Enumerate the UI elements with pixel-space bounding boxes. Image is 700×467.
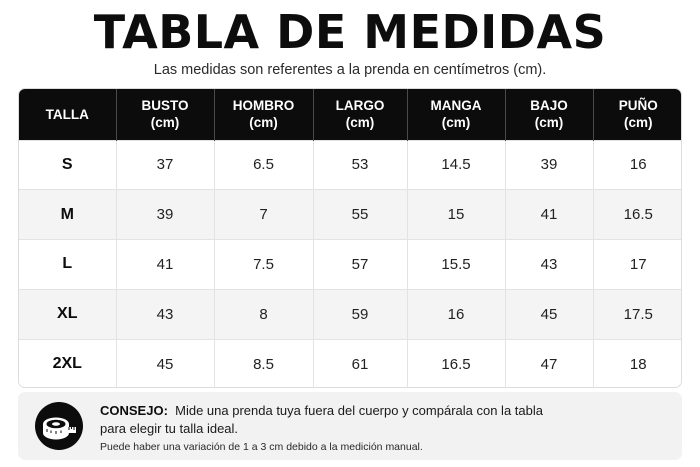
table-cell: 43 [504, 239, 593, 290]
table-cell: 15.5 [406, 239, 505, 290]
size-table: TALLA BUSTO (cm) HOMBRO (cm) LARGO (cm) MAN… [18, 88, 682, 388]
table-cell: 41 [504, 189, 593, 240]
table-cell: 18 [592, 338, 681, 387]
table-cell: 45 [115, 338, 214, 387]
table-cell: 8 [213, 288, 313, 340]
tip-text: CONSEJO: Mide una prenda tuya fuera del … [100, 402, 670, 455]
measuring-tape-icon [35, 402, 83, 450]
column-header-label: BUSTO [141, 98, 189, 114]
table-cell: 43 [115, 288, 214, 340]
column-header-busto: BUSTO (cm) [115, 89, 214, 140]
table-cell: 41 [115, 239, 214, 290]
table-header-row: TALLA BUSTO (cm) HOMBRO (cm) LARGO (cm) MAN… [19, 89, 681, 140]
column-header-label: BAJO [530, 98, 568, 114]
tip-text-line-2: para elegir tu talla ideal. [100, 421, 239, 436]
table-cell: 57 [312, 239, 407, 290]
column-header-label: TALLA [45, 106, 89, 122]
table-cell: 16.5 [406, 338, 505, 387]
table-cell: 17.5 [592, 288, 681, 340]
table-row: M 39 7 55 15 41 16.5 [19, 189, 681, 240]
column-header-talla: TALLA [19, 89, 116, 140]
tip-box: CONSEJO: Mide una prenda tuya fuera del … [18, 392, 682, 460]
table-cell: 39 [504, 139, 593, 190]
column-header-hombro: HOMBRO (cm) [213, 89, 313, 140]
table-cell: 7.5 [213, 239, 313, 290]
table-row: 2XL 45 8.5 61 16.5 47 18 [19, 338, 681, 387]
size-cell: 2XL [19, 338, 116, 387]
page-subtitle: Las medidas son referentes a la prenda e… [153, 62, 547, 78]
table-cell: 53 [312, 139, 407, 190]
column-header-label: LARGO [335, 98, 385, 114]
size-cell: L [19, 239, 116, 290]
column-header-unit: (cm) [534, 115, 564, 131]
tip-text-line-1: Mide una prenda tuya fuera del cuerpo y … [175, 403, 543, 418]
tip-label: CONSEJO: [100, 403, 168, 418]
table-cell: 6.5 [213, 139, 313, 190]
column-header-label: PUÑO [618, 98, 658, 114]
tip-line-1: CONSEJO: Mide una prenda tuya fuera del … [100, 402, 670, 420]
table-row: S 37 6.5 53 14.5 39 16 [19, 139, 681, 190]
page-title: TABLA DE MEDIDAS [93, 5, 607, 59]
column-header-unit: (cm) [249, 115, 278, 131]
column-header-largo: LARGO (cm) [312, 89, 407, 140]
table-cell: 39 [115, 189, 214, 240]
column-header-unit: (cm) [150, 115, 180, 131]
column-header-unit: (cm) [441, 115, 471, 131]
column-header-label: MANGA [430, 98, 482, 114]
column-header-manga: MANGA (cm) [406, 89, 505, 140]
table-cell: 59 [312, 288, 407, 340]
table-cell: 37 [115, 139, 214, 190]
size-cell: M [19, 189, 116, 240]
column-header-puno: PUÑO (cm) [592, 89, 681, 140]
table-cell: 17 [592, 239, 681, 290]
table-row: XL 43 8 59 16 45 17.5 [19, 288, 681, 340]
table-cell: 45 [504, 288, 593, 340]
table-row: L 41 7.5 57 15.5 43 17 [19, 239, 681, 290]
table-cell: 55 [312, 189, 407, 240]
tip-note: Puede haber una variación de 1 a 3 cm de… [100, 441, 423, 453]
table-cell: 15 [406, 189, 505, 240]
table-cell: 16.5 [592, 189, 681, 240]
table-cell: 16 [592, 139, 681, 190]
table-cell: 14.5 [406, 139, 505, 190]
table-cell: 47 [504, 338, 593, 387]
table-cell: 7 [213, 189, 313, 240]
table-cell: 16 [406, 288, 505, 340]
table-cell: 61 [312, 338, 407, 387]
column-header-unit: (cm) [345, 115, 375, 131]
column-header-bajo: BAJO (cm) [504, 89, 593, 140]
size-cell: S [19, 139, 116, 190]
column-header-label: HOMBRO [232, 98, 295, 114]
size-cell: XL [19, 288, 116, 340]
column-header-unit: (cm) [623, 115, 653, 131]
table-cell: 8.5 [213, 338, 313, 387]
